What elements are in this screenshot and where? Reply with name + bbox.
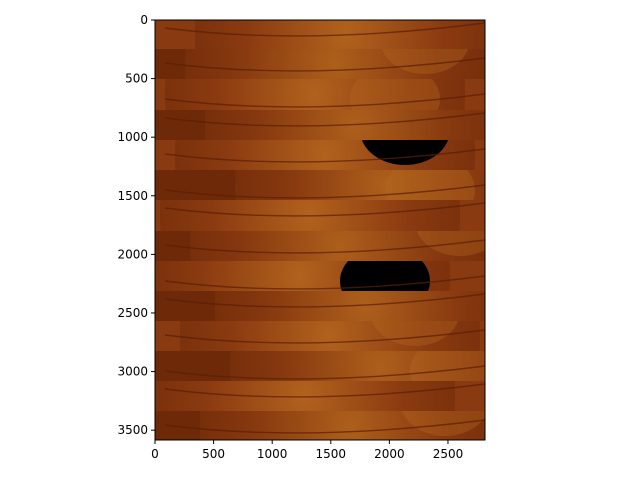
image-strip bbox=[155, 411, 485, 440]
y-axis: 0 500 1000 1500 2000 2500 3000 3500 bbox=[117, 13, 155, 437]
x-tick-label: 2000 bbox=[374, 447, 405, 461]
image-strip bbox=[155, 170, 485, 200]
image-strip bbox=[155, 200, 485, 231]
image-strip bbox=[155, 79, 485, 110]
y-tick-label: 3000 bbox=[117, 365, 148, 379]
y-tick-label: 1000 bbox=[117, 130, 148, 144]
y-tick-label: 1500 bbox=[117, 189, 148, 203]
image-strip bbox=[155, 291, 485, 321]
image-strip bbox=[155, 321, 485, 351]
image-strip bbox=[155, 351, 485, 381]
y-tick-label: 2500 bbox=[117, 306, 148, 320]
x-tick-label: 0 bbox=[151, 447, 159, 461]
image-strip bbox=[155, 20, 485, 49]
y-tick-label: 3500 bbox=[117, 423, 148, 437]
x-tick-label: 1000 bbox=[257, 447, 288, 461]
image-strip bbox=[155, 261, 485, 291]
x-tick-label: 1500 bbox=[316, 447, 347, 461]
image-strip bbox=[155, 231, 485, 261]
x-tick-label: 500 bbox=[202, 447, 225, 461]
image-strip bbox=[155, 140, 485, 170]
x-axis: 0 500 1000 1500 2000 2500 bbox=[151, 440, 463, 461]
image-strips bbox=[155, 20, 485, 440]
image-strip bbox=[155, 49, 485, 79]
y-tick-label: 500 bbox=[125, 72, 148, 86]
y-tick-label: 0 bbox=[140, 13, 148, 27]
image-strip bbox=[155, 381, 485, 411]
y-tick-label: 2000 bbox=[117, 247, 148, 261]
x-tick-label: 2500 bbox=[433, 447, 464, 461]
image-strip bbox=[155, 110, 485, 140]
image-area bbox=[155, 20, 485, 440]
plot-frame bbox=[154, 19, 486, 441]
